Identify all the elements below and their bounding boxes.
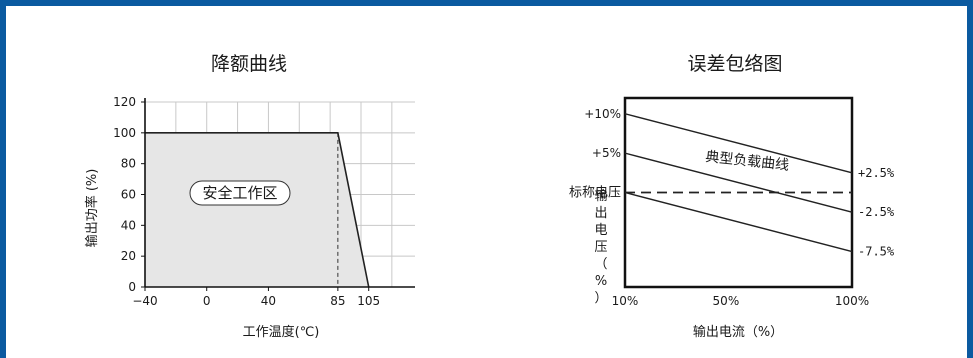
envelope-y-label-char: ） xyxy=(594,291,607,306)
envelope-y-label-char: % xyxy=(595,274,607,289)
envelope-left-label: 标称电压 xyxy=(569,186,621,201)
derating-x-tick-label: 0 xyxy=(203,294,211,308)
envelope-x-tick-label: 100% xyxy=(835,294,869,308)
envelope-series-line xyxy=(624,191,853,253)
envelope-x-tick-label: 10% xyxy=(612,294,639,308)
derating-x-tick-label: 40 xyxy=(261,294,276,308)
envelope-x-ticks: 10% 50% 100% xyxy=(612,294,869,308)
derating-y-tick-label: 100 xyxy=(113,126,136,140)
envelope-lines xyxy=(624,113,853,253)
derating-x-label: 工作温度(℃) xyxy=(243,324,320,340)
envelope-y-label-char: 输 xyxy=(594,188,607,204)
envelope-chart: 误差包络图 典型负载曲线 +10%+5%标称电压 +2.5%-2.5%-7.5%… xyxy=(569,53,895,340)
envelope-y-label-char: 压 xyxy=(594,240,607,255)
envelope-right-label: -2.5% xyxy=(858,205,895,219)
envelope-x-label: 输出电流（%） xyxy=(693,324,783,340)
envelope-y-label-char: （ xyxy=(594,257,607,272)
envelope-y-label-char: 出 xyxy=(594,206,607,221)
safe-area-label-box xyxy=(189,180,291,206)
derating-y-ticks: 0 20 40 60 80 100 120 xyxy=(113,95,145,294)
safe-area-label: 安全工作区 xyxy=(202,184,277,202)
envelope-x-tick-label: 50% xyxy=(713,294,740,308)
envelope-left-labels: +10% +5% 标称电压 xyxy=(569,107,621,201)
derating-y-tick-label: 40 xyxy=(121,218,136,232)
envelope-title: 误差包络图 xyxy=(687,53,782,75)
derating-curve xyxy=(145,132,370,288)
envelope-left-label: +10% xyxy=(584,107,621,121)
derating-y-label: 输出功率 (%) xyxy=(84,169,100,248)
derating-x-ticks: −40 0 40 85 105 xyxy=(132,287,380,308)
envelope-right-labels: +2.5% -2.5% -7.5% xyxy=(858,166,895,259)
derating-y-tick-label: 20 xyxy=(121,249,136,263)
derating-axes xyxy=(144,98,415,288)
derating-y-tick-label: 60 xyxy=(121,188,136,202)
safe-operating-area xyxy=(145,132,369,287)
derating-x-tick-label: 85 xyxy=(330,294,345,308)
derating-y-tick-label: 0 xyxy=(128,280,136,294)
derating-y-tick-label: 120 xyxy=(113,95,136,109)
envelope-series-line xyxy=(624,113,853,174)
envelope-series-line xyxy=(624,152,853,213)
derating-x-tick-label: −40 xyxy=(132,294,157,308)
derating-title: 降额曲线 xyxy=(211,53,287,75)
envelope-right-label: -7.5% xyxy=(858,245,895,259)
derating-y-tick-label: 80 xyxy=(121,157,136,171)
envelope-y-label-char: 电 xyxy=(594,223,607,238)
envelope-right-label: +2.5% xyxy=(858,166,895,180)
derating-x-tick-label: 105 xyxy=(357,294,380,308)
envelope-left-label: +5% xyxy=(592,146,621,160)
